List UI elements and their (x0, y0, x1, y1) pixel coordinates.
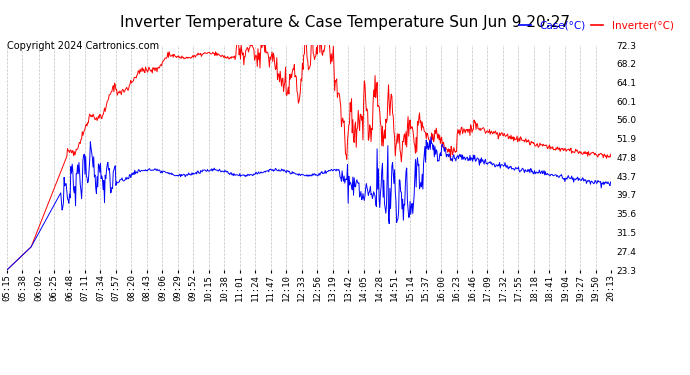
Legend: Case(°C), Inverter(°C): Case(°C), Inverter(°C) (515, 16, 678, 35)
Text: Copyright 2024 Cartronics.com: Copyright 2024 Cartronics.com (7, 41, 159, 51)
Text: Inverter Temperature & Case Temperature Sun Jun 9 20:27: Inverter Temperature & Case Temperature … (120, 15, 570, 30)
